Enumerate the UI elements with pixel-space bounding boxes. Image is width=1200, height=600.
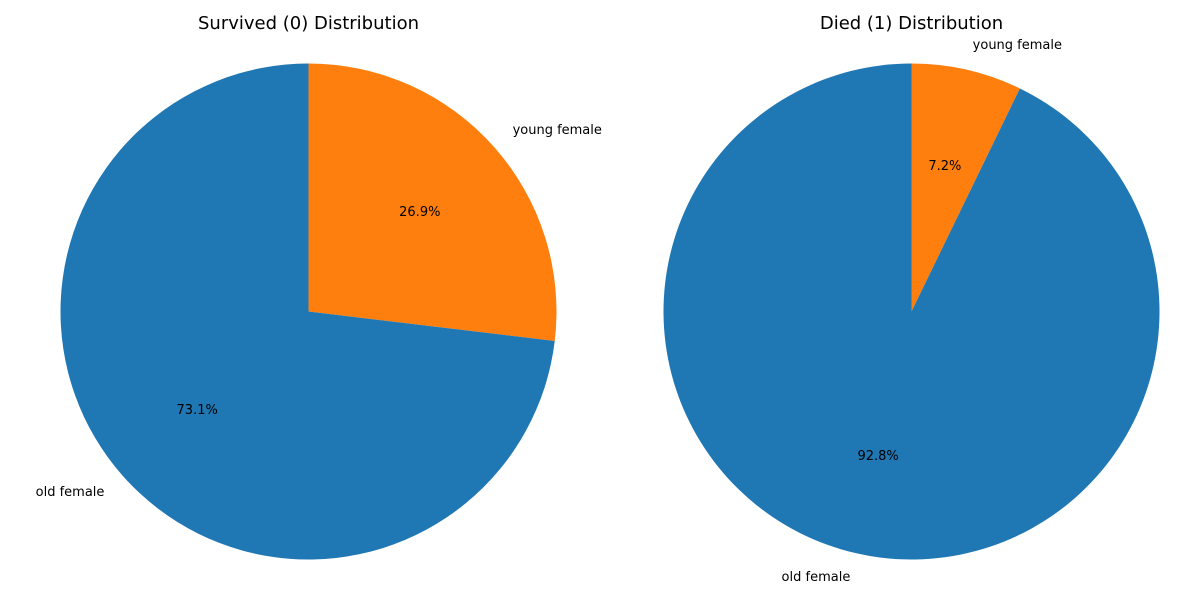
pie-slice-young-female: [911, 63, 1020, 312]
slice-percent-label: 92.8%: [857, 449, 898, 464]
chart-title: Survived (0) Distribution: [198, 13, 419, 34]
slice-category-label: old female: [36, 485, 105, 500]
slice-percent-label: 73.1%: [177, 403, 218, 418]
slice-category-label: young female: [513, 123, 602, 138]
slice-percent-label: 26.9%: [399, 205, 440, 220]
pie-slices: [663, 63, 1160, 560]
died-pie-chart: Died (1) Distribution young female 7.2% ol…: [663, 13, 1160, 585]
pie-labels: young female 7.2% old female 92.8%: [782, 38, 1062, 585]
pie-slice-young-female: [308, 63, 557, 342]
survived-pie-chart: Survived (0) Distribution young female 26…: [36, 13, 602, 560]
slice-category-label: old female: [782, 570, 851, 585]
pie-slice-old-female: [663, 63, 1160, 560]
pie-labels: young female 26.9% old female 73.1%: [36, 123, 602, 500]
slice-percent-label: 7.2%: [928, 159, 961, 174]
slice-category-label: young female: [973, 38, 1062, 53]
pie-slices: [60, 63, 557, 560]
chart-title: Died (1) Distribution: [820, 13, 1003, 34]
pie-slice-old-female: [60, 63, 555, 560]
